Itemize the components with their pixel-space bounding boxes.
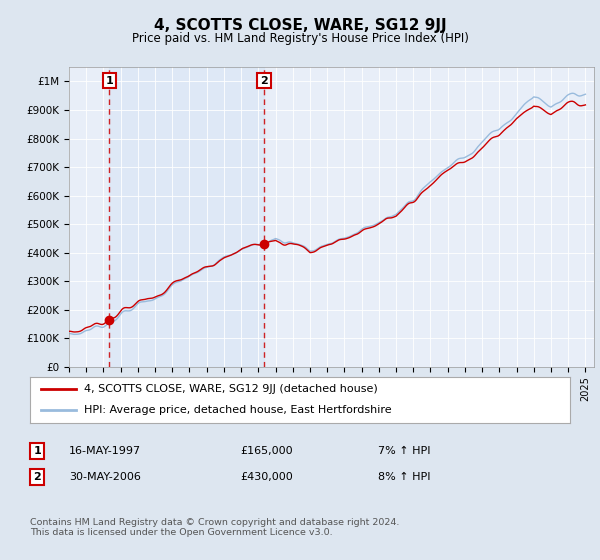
Text: 8% ↑ HPI: 8% ↑ HPI xyxy=(378,472,431,482)
Text: Price paid vs. HM Land Registry's House Price Index (HPI): Price paid vs. HM Land Registry's House … xyxy=(131,32,469,45)
Text: 1: 1 xyxy=(105,76,113,86)
Text: 4, SCOTTS CLOSE, WARE, SG12 9JJ: 4, SCOTTS CLOSE, WARE, SG12 9JJ xyxy=(154,18,446,33)
Text: 7% ↑ HPI: 7% ↑ HPI xyxy=(378,446,431,456)
Text: 2: 2 xyxy=(260,76,268,86)
Text: 30-MAY-2006: 30-MAY-2006 xyxy=(69,472,141,482)
Text: £165,000: £165,000 xyxy=(240,446,293,456)
Text: 4, SCOTTS CLOSE, WARE, SG12 9JJ (detached house): 4, SCOTTS CLOSE, WARE, SG12 9JJ (detache… xyxy=(84,384,378,394)
Text: 2: 2 xyxy=(34,472,41,482)
Text: 1: 1 xyxy=(34,446,41,456)
Text: £430,000: £430,000 xyxy=(240,472,293,482)
Text: HPI: Average price, detached house, East Hertfordshire: HPI: Average price, detached house, East… xyxy=(84,405,392,416)
Text: 16-MAY-1997: 16-MAY-1997 xyxy=(69,446,141,456)
Text: Contains HM Land Registry data © Crown copyright and database right 2024.
This d: Contains HM Land Registry data © Crown c… xyxy=(30,518,400,538)
Bar xyxy=(109,67,264,367)
